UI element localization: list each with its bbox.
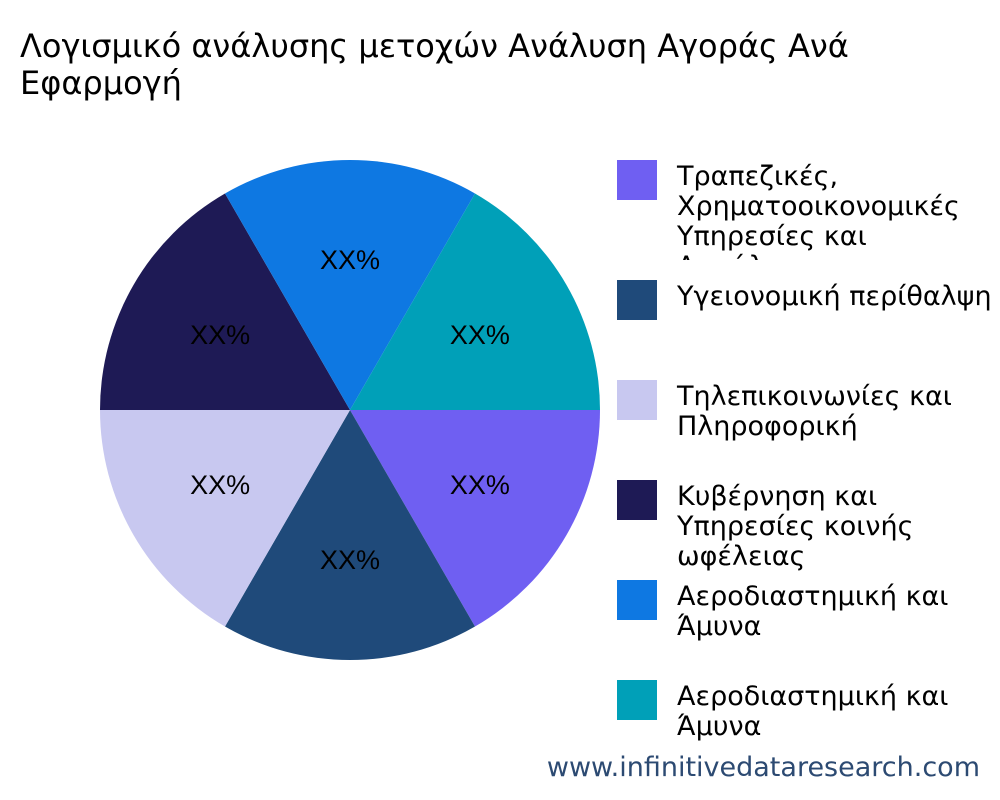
pie-slice-2[interactable] (100, 410, 350, 627)
pie-slice-1[interactable] (225, 410, 475, 660)
legend-swatch (617, 580, 657, 620)
legend-label: Τραπεζικές, Χρηματοοικονομικές Υπηρεσίες… (677, 161, 960, 261)
pie-slice-0[interactable] (350, 410, 600, 627)
legend-label: Τηλεπικοινωνίες και Πληροφορική (677, 381, 952, 442)
legend-label: Αεροδιαστημική και Άμυνα (677, 681, 949, 742)
legend-item-government[interactable]: Κυβέρνηση και Υπηρεσίες κοινής ωφέλειας (617, 480, 1000, 580)
legend-swatch (617, 680, 657, 720)
legend-item-healthcare[interactable]: Υγειονομική περίθαλψη (617, 280, 1000, 320)
pie-slice-3[interactable] (100, 193, 350, 410)
legend-swatch (617, 380, 657, 420)
slice-label-3: XX% (190, 320, 250, 350)
pie-slice-5[interactable] (350, 193, 600, 410)
chart-title: Λογισμικό ανάλυσης μετοχών Ανάλυση Αγορά… (20, 27, 849, 102)
legend-item-telecom[interactable]: Τηλεπικοινωνίες και Πληροφορική (617, 380, 1000, 480)
slice-label-1: XX% (320, 545, 380, 575)
legend-swatch (617, 280, 657, 320)
slice-label-4: XX% (320, 245, 380, 275)
legend-item-aerospace-2[interactable]: Αεροδιαστημική και Άμυνα (617, 680, 1000, 780)
slice-label-5: XX% (450, 320, 510, 350)
legend-swatch (617, 480, 657, 520)
legend-label: Υγειονομική περίθαλψη (677, 281, 992, 312)
slice-label-0: XX% (450, 470, 510, 500)
legend-item-banking[interactable]: Τραπεζικές, Χρηματοοικονομικές Υπηρεσίες… (617, 160, 1000, 260)
legend-label: Αεροδιαστημική και Άμυνα (677, 581, 949, 642)
legend-label: Κυβέρνηση και Υπηρεσίες κοινής ωφέλειας (677, 481, 914, 572)
legend-swatch (617, 160, 657, 200)
slice-label-2: XX% (190, 470, 250, 500)
legend-item-aerospace[interactable]: Αεροδιαστημική και Άμυνα (617, 580, 1000, 680)
pie-slice-4[interactable] (225, 160, 475, 410)
source-watermark: www.infinitivedataresearch.com (546, 752, 980, 783)
